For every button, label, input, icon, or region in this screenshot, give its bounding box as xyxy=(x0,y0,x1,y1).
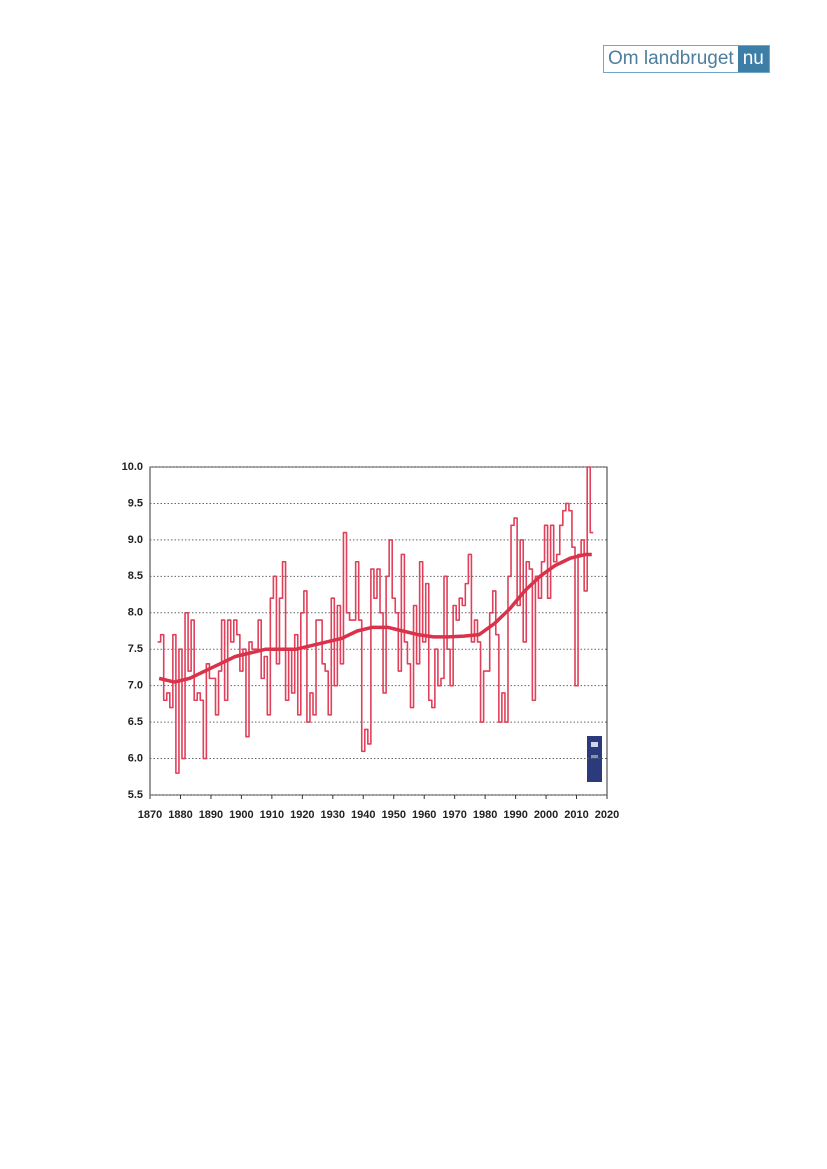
logo-text: Om landbruget xyxy=(608,48,734,69)
y-tick-label: 10.0 xyxy=(122,461,143,473)
logo-badge: nu xyxy=(737,46,769,72)
x-tick-label: 1950 xyxy=(381,809,405,821)
x-tick-label: 1980 xyxy=(473,809,497,821)
y-tick-label: 6.5 xyxy=(128,716,143,728)
x-tick-label: 1970 xyxy=(442,809,466,821)
y-tick-label: 7.5 xyxy=(128,643,143,655)
y-tick-label: 6.0 xyxy=(128,752,143,764)
y-tick-label: 9.0 xyxy=(128,534,143,546)
x-tick-label: 1890 xyxy=(199,809,223,821)
y-tick-label: 8.0 xyxy=(128,607,143,619)
y-tick-label: 9.5 xyxy=(128,497,143,509)
y-tick-label: 8.5 xyxy=(128,570,143,582)
y-tick-label: 5.5 xyxy=(128,789,143,801)
x-tick-label: 1920 xyxy=(290,809,314,821)
trend-line xyxy=(158,552,592,684)
x-tick-label: 2010 xyxy=(564,809,588,821)
x-tick-label: 2020 xyxy=(595,809,619,821)
x-tick-label: 1900 xyxy=(229,809,253,821)
x-tick-label: 1880 xyxy=(168,809,192,821)
x-tick-label: 1910 xyxy=(260,809,284,821)
x-tick-label: 2000 xyxy=(534,809,558,821)
x-tick-label: 1940 xyxy=(351,809,375,821)
logo: Om landbruget nu xyxy=(603,45,770,73)
plot-frame xyxy=(149,466,608,796)
x-tick-label: 1870 xyxy=(138,809,162,821)
y-tick-label: 7.0 xyxy=(128,680,143,692)
x-tick-label: 1990 xyxy=(503,809,527,821)
x-tick-label: 1960 xyxy=(412,809,436,821)
x-tick-label: 1930 xyxy=(321,809,345,821)
annual-line xyxy=(157,466,594,774)
